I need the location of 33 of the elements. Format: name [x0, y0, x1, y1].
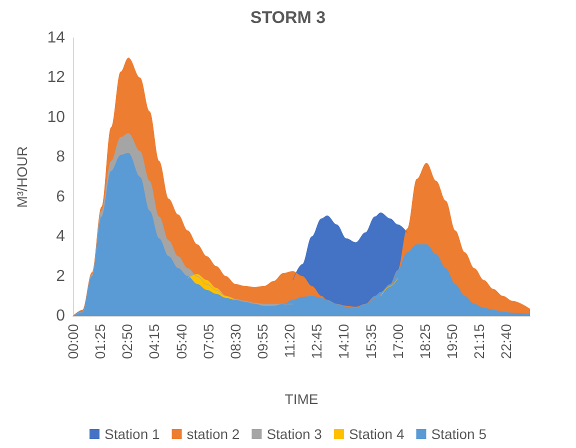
y-tick-label: 12 [47, 69, 66, 86]
x-tick-label: 18:25 [416, 324, 433, 360]
x-tick-label: 14:10 [336, 324, 352, 360]
y-tick-label: 4 [56, 228, 66, 246]
x-tick-label: 01:25 [92, 324, 108, 360]
y-axis-title: M³/HOUR [14, 146, 30, 208]
chart-title: STORM 3 [250, 8, 326, 27]
y-tick-label: 14 [47, 30, 66, 46]
y-tick-label: 8 [56, 148, 66, 166]
legend-label: Station 1 [104, 426, 160, 442]
x-tick-label: 12:45 [308, 324, 325, 360]
y-tick-label: 6 [56, 188, 66, 206]
y-tick-label: 0 [56, 308, 66, 324]
x-tick-label: 02:50 [119, 324, 136, 360]
y-tick-label: 10 [47, 108, 66, 126]
legend-label: station 2 [186, 426, 240, 442]
legend-label: Station 5 [431, 426, 487, 442]
x-tick-label: 17:00 [390, 324, 406, 360]
legend-label: Station 3 [266, 426, 322, 442]
x-tick-label: 11:20 [282, 324, 298, 358]
x-tick-label: 07:05 [200, 324, 216, 360]
x-tick-label: 05:40 [173, 324, 190, 360]
legend-label: Station 4 [348, 426, 404, 442]
x-tick-label: 04:15 [146, 324, 162, 360]
x-axis-title: TIME [284, 391, 318, 407]
x-tick-label: 08:30 [227, 324, 244, 360]
x-tick-label: 09:55 [254, 324, 270, 360]
x-tick-label: 19:50 [444, 324, 460, 360]
y-tick-label: 2 [56, 268, 66, 285]
x-tick-label: 15:35 [362, 324, 379, 360]
x-tick-label: 22:40 [498, 324, 514, 360]
x-tick-label: 00:00 [65, 324, 81, 360]
x-tick-label: 21:15 [471, 324, 488, 360]
